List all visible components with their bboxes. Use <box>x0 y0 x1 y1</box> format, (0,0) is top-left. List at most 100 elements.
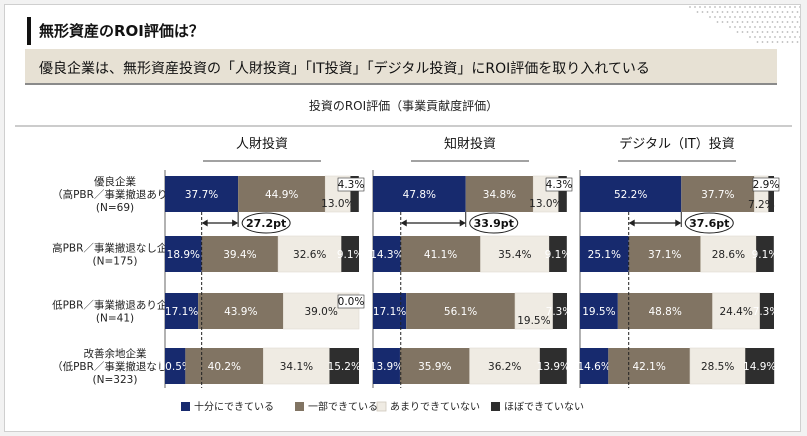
legend-label: 一部できている <box>308 400 378 413</box>
legend-label: 十分にできている <box>194 400 274 413</box>
decor-dot <box>771 31 774 33</box>
data-label: 2.9% <box>753 179 780 191</box>
gap-label: 37.6pt <box>689 217 729 230</box>
data-label: 7.3% <box>753 306 780 318</box>
decor-dot <box>734 16 736 18</box>
data-label: 24.4% <box>719 306 752 318</box>
legend-swatch <box>181 402 190 411</box>
decor-dot <box>786 41 789 43</box>
decor-dot <box>746 31 749 33</box>
legend-swatch <box>491 402 500 411</box>
decor-dot <box>716 11 719 13</box>
decor-dot <box>721 11 724 13</box>
data-label: 9.1% <box>752 249 779 261</box>
decor-dot <box>729 16 731 18</box>
data-label-bg <box>337 294 365 309</box>
decor-dot <box>781 21 784 23</box>
decor-dot <box>736 11 739 13</box>
decor-dot <box>736 31 739 33</box>
decor-dot <box>714 6 716 8</box>
decor-dot <box>759 6 761 8</box>
decor-dot <box>774 36 776 38</box>
legend-swatch <box>295 402 304 411</box>
decor-dot <box>754 36 756 38</box>
panel-header: デジタル（IT）投資 <box>619 136 735 152</box>
bar-segment <box>580 176 682 212</box>
decor-dot <box>796 31 799 33</box>
bar-segment <box>768 176 774 212</box>
decor-dot <box>761 11 764 13</box>
data-label: 17.1% <box>373 306 406 318</box>
chart-title: 投資のROI評価（事業貢献度評価） <box>308 99 499 113</box>
decor-dot <box>789 26 791 28</box>
decor-dot <box>756 21 759 23</box>
data-label: 35.4% <box>498 249 531 261</box>
bar-segment <box>165 348 186 384</box>
bar-segment <box>165 176 239 212</box>
decor-dot <box>751 21 754 23</box>
key-message-banner: 優良企業は、無形資産投資の「人財投資」「IT投資」「デジタル投資」にROI評価を… <box>25 49 777 85</box>
data-label: 19.5% <box>582 306 615 318</box>
decor-dot <box>726 21 729 23</box>
decor-dot <box>709 6 711 8</box>
stacked-bar-chart: 優良企業（高PBR／事業撤退あり）(N=69) 高PBR／事業撤退なし企業(N=1… <box>15 125 792 413</box>
data-label: 42.1% <box>632 361 665 373</box>
decor-dot <box>776 31 779 33</box>
decor-dot <box>694 6 696 8</box>
data-label: 47.8% <box>403 189 436 201</box>
decor-dot <box>741 11 744 13</box>
decor-dot <box>776 21 779 23</box>
data-label: 41.1% <box>424 249 457 261</box>
data-label: 18.9% <box>167 249 200 261</box>
decor-dot <box>796 21 799 23</box>
decor-dot <box>789 16 791 18</box>
data-label: 4.3% <box>338 179 365 191</box>
decor-dot <box>689 6 691 8</box>
bar-segment <box>608 348 690 384</box>
decor-dot <box>791 31 794 33</box>
decor-dot <box>721 21 724 23</box>
row-label-line: 優良企業 <box>94 175 136 188</box>
bar-segment <box>277 235 342 273</box>
bar-segment <box>756 236 774 272</box>
data-label: 34.1% <box>280 361 313 373</box>
decor-dot <box>799 16 800 18</box>
data-label: 25.1% <box>588 249 621 261</box>
data-label: 37.1% <box>648 249 681 261</box>
bar-segment <box>469 347 541 385</box>
gap-label: 27.2pt <box>246 217 286 230</box>
decor-dot <box>714 16 716 18</box>
decor-dot <box>719 16 721 18</box>
bar-segment <box>165 236 202 272</box>
gap-callout <box>241 212 291 234</box>
bar-segment <box>628 236 701 272</box>
data-label: 13.9% <box>370 361 403 373</box>
bar-segment <box>373 236 401 272</box>
row-label-line: 改善余地企業 <box>84 347 147 360</box>
bar-segment <box>198 293 284 329</box>
bar-segment <box>350 176 359 212</box>
data-label-bg <box>545 177 573 192</box>
row-label-line: （高PBR／事業撤退あり） <box>52 188 178 201</box>
data-label: 9.1% <box>545 249 572 261</box>
decor-dot <box>791 21 794 23</box>
gap-arrow-head-right <box>459 219 466 227</box>
bar-segment <box>201 236 279 272</box>
bar-segment <box>341 236 359 272</box>
row-label-line: （低PBR／事業撤退なし） <box>52 360 178 373</box>
data-label: 13.0% <box>321 198 354 210</box>
decor-dot <box>711 11 714 13</box>
legend-swatch <box>376 401 387 412</box>
decor-dot <box>769 16 771 18</box>
bar-segment <box>681 176 755 212</box>
decor-dot <box>724 16 726 18</box>
gap-label: 33.9pt <box>474 217 514 230</box>
decor-dot <box>789 6 791 8</box>
decor-dot <box>734 6 736 8</box>
row-label-line: (N=323) <box>93 374 138 386</box>
data-label: 19.5% <box>517 315 550 327</box>
decor-dot <box>789 36 791 38</box>
decor-dot <box>766 31 769 33</box>
bar-segment <box>263 347 330 385</box>
decor-dot <box>764 26 766 28</box>
